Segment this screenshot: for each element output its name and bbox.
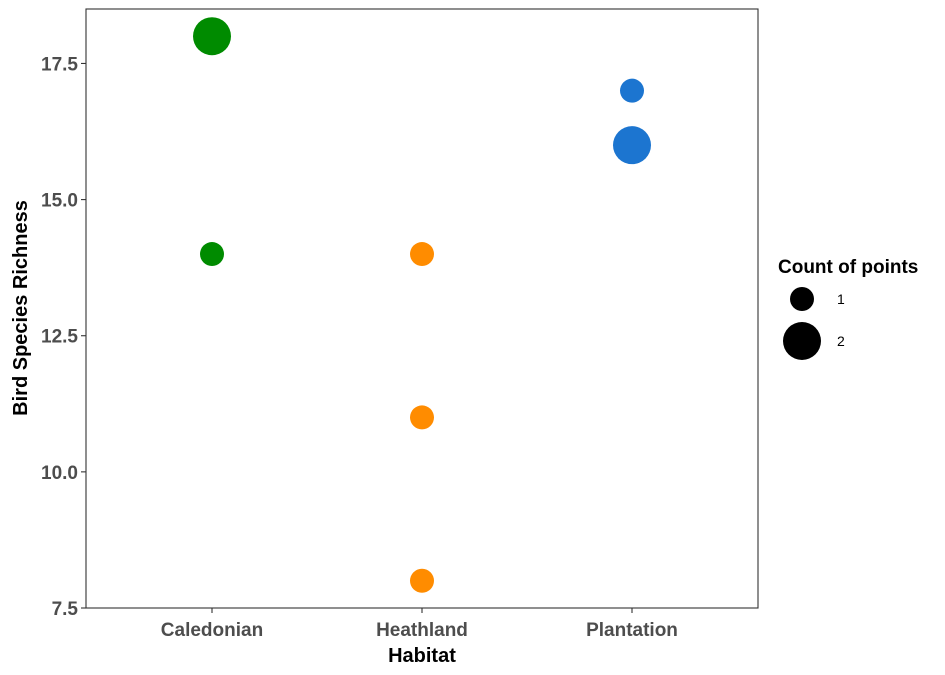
data-point: [200, 242, 224, 267]
legend-key: [790, 287, 814, 311]
plot-panel: [85, 8, 759, 609]
y-tick-label: 15.0: [41, 191, 78, 212]
y-axis: 7.5 10.0 12.5 15.0 17.5: [41, 54, 86, 620]
x-axis-title: Habitat: [388, 645, 456, 667]
data-point: [410, 405, 434, 430]
data-point: [193, 17, 231, 56]
legend: Count of points 12: [778, 257, 918, 360]
legend-title: Count of points: [778, 257, 918, 278]
y-axis-title: Bird Species Richness: [10, 200, 32, 416]
x-axis: Caledonian Heathland Plantation: [161, 608, 678, 641]
x-tick-label: Caledonian: [161, 620, 263, 641]
data-point: [410, 568, 434, 593]
y-tick-label: 10.0: [41, 463, 78, 484]
x-tick-label: Heathland: [376, 620, 468, 641]
data-point: [613, 126, 651, 165]
y-tick-label: 12.5: [41, 327, 78, 348]
legend-key: [783, 322, 821, 360]
x-tick-label: Plantation: [586, 620, 678, 641]
data-point: [620, 78, 644, 103]
y-tick-label: 7.5: [52, 599, 79, 620]
y-tick-label: 17.5: [41, 54, 78, 75]
points-layer: [193, 17, 651, 593]
legend-entries: 12: [783, 287, 845, 360]
legend-label: 2: [837, 333, 845, 349]
legend-label: 1: [837, 291, 845, 307]
data-point: [410, 242, 434, 267]
